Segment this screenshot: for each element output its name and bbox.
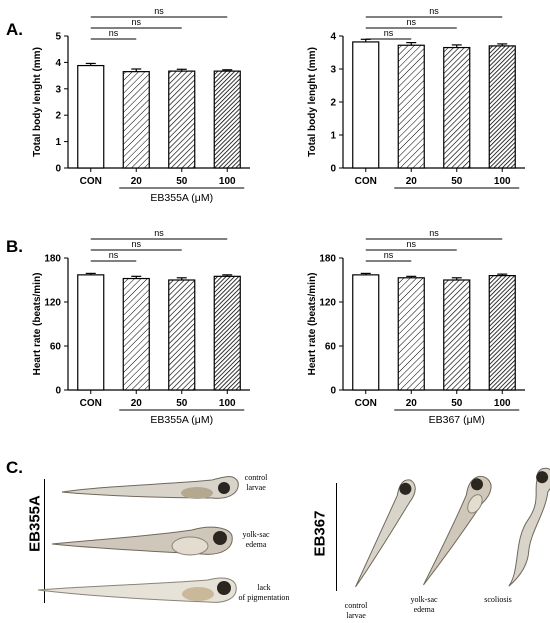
group-label: EB367 (μM): [429, 414, 485, 426]
y-tick-label: 0: [330, 164, 336, 175]
significance-label: ns: [154, 228, 164, 238]
panel-letter-a: A.: [6, 20, 23, 39]
significance-label: ns: [384, 28, 394, 38]
group-label: EB355A (μM): [150, 414, 213, 426]
divider-line-eb367: [336, 483, 337, 591]
x-tick-label: 50: [451, 176, 463, 187]
y-axis-label: Heart rate (beats/min): [32, 273, 43, 376]
photo-panel-eb355a: EB355A control larvae yolk-sac edema lac…: [0, 455, 300, 623]
photo-label-control-right: control larvae: [344, 601, 368, 620]
larva-edema-right: [423, 475, 492, 586]
larva-control-right: [355, 479, 416, 588]
significance-label: ns: [131, 17, 141, 27]
larva-scoliosis-right: [508, 467, 550, 587]
photo-label-edema-right: yolk-sac edema: [410, 595, 438, 614]
y-tick-label: 0: [55, 386, 61, 397]
panel-letter-b: B.: [6, 237, 23, 256]
y-axis-label: Total body lenght (mm): [307, 47, 318, 157]
bar: [122, 71, 150, 169]
photo-label-control-left: control larvae: [244, 473, 268, 492]
x-tick-label: CON: [355, 176, 377, 187]
x-tick-label: 50: [176, 398, 188, 409]
bar: [77, 274, 105, 391]
y-tick-label: 180: [319, 254, 336, 265]
x-tick-label: 100: [494, 176, 511, 187]
x-tick-label: CON: [80, 398, 102, 409]
x-tick-label: 50: [451, 398, 463, 409]
larvae-illustration-eb355a: [37, 476, 239, 603]
chart-body-length-eb367: 0 1 2 3 4 Total body lenght (mm) CON 20 50 100 ns n…: [307, 6, 525, 189]
bar: [397, 277, 425, 391]
bar: [488, 45, 516, 169]
y-tick-label: 180: [44, 254, 61, 265]
y-axis-label: Heart rate (beats/min): [307, 273, 318, 376]
bar: [213, 275, 241, 391]
bar: [168, 70, 196, 169]
larva-edema-left: [51, 526, 233, 556]
bar: [397, 44, 425, 169]
bar: [443, 46, 471, 169]
photo-label-edema-left: yolk-sac edema: [242, 530, 270, 549]
y-tick-label: 120: [319, 298, 336, 309]
significance-label: ns: [429, 6, 439, 16]
y-tick-label: 120: [44, 298, 61, 309]
significance-label: ns: [131, 239, 141, 249]
x-tick-label: 50: [176, 176, 188, 187]
y-tick-label: 4: [330, 32, 336, 43]
bar: [213, 70, 241, 169]
bar: [352, 274, 380, 391]
y-tick-label: 2: [55, 111, 61, 122]
bar: [77, 64, 105, 169]
photo-panel-eb367: EB367 control larvae yolk-sac edema scol…: [300, 455, 550, 623]
x-tick-label: 20: [131, 398, 143, 409]
group-label: EB355A (μM): [150, 192, 213, 204]
divider-line-eb355a: [44, 479, 45, 603]
significance-label: ns: [384, 250, 394, 260]
larvae-illustration-eb367: [355, 467, 550, 588]
y-tick-label: 0: [55, 164, 61, 175]
significance-label: ns: [109, 28, 119, 38]
x-tick-label: 20: [406, 176, 418, 187]
y-tick-label: 2: [330, 98, 336, 109]
bar: [443, 279, 471, 391]
y-tick-label: 60: [325, 342, 337, 353]
x-tick-label: 20: [131, 176, 143, 187]
photo-label-pigmentation-left: lack of pigmentation: [238, 583, 290, 602]
y-tick-label: 5: [55, 32, 61, 43]
bar: [488, 274, 516, 391]
bar: [122, 277, 150, 391]
panel-letter-c: C.: [6, 458, 23, 477]
y-tick-label: 60: [50, 342, 62, 353]
chart-body-length-eb355a: 0 1 2 3 4 5 Total body lenght (mm) CON 20 50 100 EB…: [32, 6, 250, 204]
bar: [168, 279, 196, 391]
x-tick-label: 100: [219, 398, 236, 409]
x-tick-label: CON: [355, 398, 377, 409]
significance-label: ns: [429, 228, 439, 238]
y-tick-label: 3: [330, 65, 336, 76]
x-tick-label: 20: [406, 398, 418, 409]
y-axis-label: Total body lenght (mm): [32, 47, 43, 157]
y-tick-label: 4: [55, 58, 61, 69]
bar: [352, 41, 380, 169]
significance-label: ns: [154, 6, 164, 16]
y-tick-label: 1: [55, 137, 61, 148]
x-tick-label: 100: [494, 398, 511, 409]
x-tick-label: 100: [219, 176, 236, 187]
significance-label: ns: [109, 250, 119, 260]
y-tick-label: 3: [55, 84, 61, 95]
significance-label: ns: [406, 239, 416, 249]
y-tick-label: 0: [330, 386, 336, 397]
x-tick-label: CON: [80, 176, 102, 187]
y-tick-label: 1: [330, 131, 336, 142]
larva-pigmentation-left: [37, 577, 237, 603]
significance-label: ns: [406, 17, 416, 27]
larva-control-left: [61, 476, 239, 499]
photo-label-scoliosis-right: scoliosis: [484, 595, 512, 604]
